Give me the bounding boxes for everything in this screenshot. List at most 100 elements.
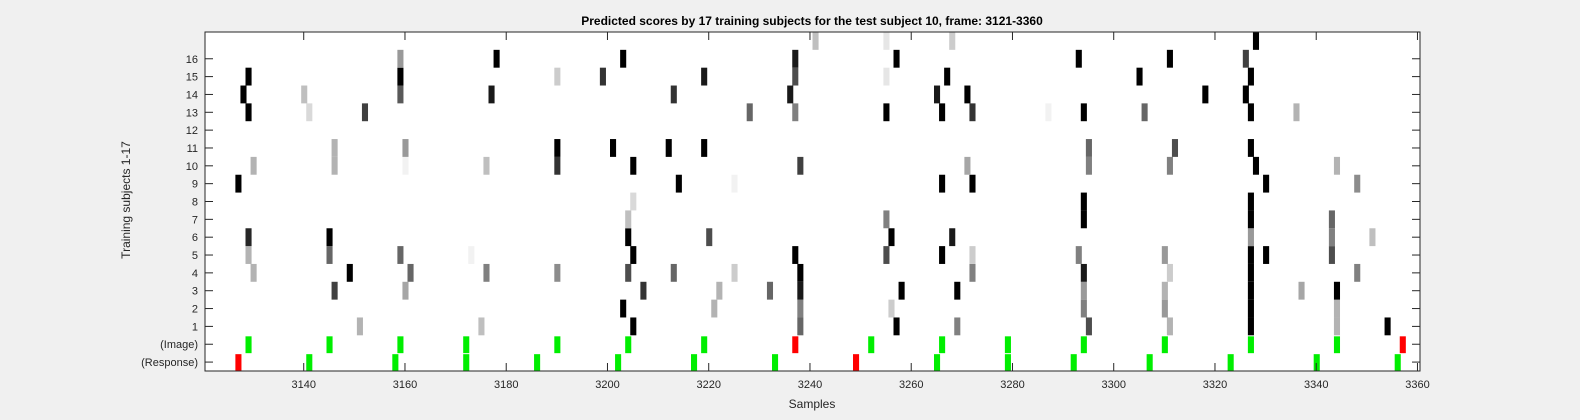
score-cell-row-5 bbox=[1161, 246, 1168, 264]
score-cell-row-6 bbox=[625, 228, 632, 247]
score-cell-row-2 bbox=[888, 299, 895, 318]
score-cell-row-14 bbox=[787, 85, 794, 104]
score-cell-row-17 bbox=[949, 32, 956, 50]
score-cell-row-14 bbox=[670, 85, 677, 104]
score-cell-row-15 bbox=[599, 67, 606, 86]
score-cell-row-10 bbox=[250, 156, 257, 175]
score-cell-row-2 bbox=[1161, 299, 1168, 318]
score-cell-row-13 bbox=[1141, 103, 1148, 122]
score-cell-row-1 bbox=[478, 317, 485, 336]
score-cell-row-16 bbox=[1075, 49, 1082, 68]
score-cell-row-15 bbox=[397, 67, 404, 86]
score-cell-row-4 bbox=[407, 263, 414, 282]
image-event-green bbox=[1247, 336, 1254, 354]
response-event-red bbox=[235, 354, 242, 371]
score-cell-row-9 bbox=[1354, 174, 1361, 193]
score-cell-row-15 bbox=[245, 67, 252, 86]
score-cell-row-5 bbox=[468, 246, 475, 264]
image-event-green bbox=[554, 336, 561, 354]
score-cell-row-7 bbox=[1328, 210, 1335, 229]
score-cell-row-9 bbox=[939, 174, 946, 193]
score-cell-row-15 bbox=[1247, 67, 1254, 86]
x-tick-label: 3140 bbox=[291, 379, 315, 391]
score-cell-row-14 bbox=[934, 85, 941, 104]
score-cell-row-1 bbox=[356, 317, 363, 336]
score-cell-row-11 bbox=[1171, 139, 1179, 157]
score-cell-row-4 bbox=[1247, 263, 1254, 282]
score-cell-row-8 bbox=[1080, 192, 1087, 211]
y-tick-label: 15 bbox=[186, 72, 198, 84]
score-cell-row-15 bbox=[792, 67, 799, 86]
score-cell-row-5 bbox=[939, 246, 946, 264]
score-cell-row-16 bbox=[620, 49, 627, 68]
score-cell-row-9 bbox=[731, 174, 738, 193]
y-tick-label: 1 bbox=[192, 321, 198, 333]
score-cell-row-11 bbox=[610, 139, 617, 157]
image-event-green bbox=[245, 336, 252, 354]
score-cell-row-1 bbox=[954, 317, 961, 336]
score-cell-row-13 bbox=[1247, 103, 1254, 122]
score-cell-row-2 bbox=[797, 299, 804, 318]
response-event-green bbox=[392, 354, 399, 371]
image-event-green bbox=[1161, 336, 1168, 354]
score-cell-row-6 bbox=[706, 228, 713, 247]
score-cell-row-2 bbox=[620, 299, 627, 318]
score-cell-row-10 bbox=[630, 156, 637, 175]
score-cell-row-11 bbox=[331, 139, 338, 157]
image-event-red bbox=[792, 336, 799, 354]
score-cell-row-14 bbox=[240, 85, 247, 104]
image-event-green bbox=[625, 336, 632, 354]
x-tick-label: 3320 bbox=[1203, 379, 1227, 391]
score-cell-row-13 bbox=[969, 103, 976, 122]
score-cell-row-4 bbox=[731, 263, 738, 282]
x-tick-label: 3160 bbox=[393, 379, 417, 391]
x-tick-label: 3220 bbox=[696, 379, 720, 391]
score-cell-row-6 bbox=[326, 228, 333, 247]
score-cell-row-3 bbox=[898, 281, 905, 300]
score-cell-row-5 bbox=[1263, 246, 1270, 264]
score-cell-row-16 bbox=[493, 49, 500, 68]
score-cell-row-5 bbox=[792, 246, 799, 264]
image-event-green bbox=[1080, 336, 1087, 354]
score-cell-row-3 bbox=[797, 281, 804, 300]
response-event-green bbox=[463, 354, 470, 371]
score-cell-row-6 bbox=[1369, 228, 1376, 247]
score-cell-row-14 bbox=[1242, 85, 1249, 104]
score-cell-row-15 bbox=[883, 67, 890, 86]
x-tick-label: 3340 bbox=[1304, 379, 1328, 391]
score-cell-row-1 bbox=[1333, 317, 1341, 336]
score-cell-row-7 bbox=[625, 210, 632, 229]
score-cell-row-16 bbox=[397, 49, 404, 68]
score-cell-row-8 bbox=[1247, 192, 1254, 211]
image-event-green bbox=[868, 336, 875, 354]
y-tick-label: 6 bbox=[192, 232, 198, 244]
score-cell-row-5 bbox=[397, 246, 404, 264]
image-event-green bbox=[326, 336, 333, 354]
score-cell-row-9 bbox=[235, 174, 242, 193]
score-cell-row-16 bbox=[893, 49, 900, 68]
score-cell-row-10 bbox=[1085, 156, 1092, 175]
score-cell-row-5 bbox=[1328, 246, 1335, 264]
score-cell-row-7 bbox=[1247, 210, 1254, 229]
score-cell-row-10 bbox=[554, 156, 561, 175]
score-cell-row-5 bbox=[969, 246, 976, 264]
response-event-green bbox=[615, 354, 622, 371]
response-event-green bbox=[934, 354, 941, 371]
score-cell-row-17 bbox=[812, 32, 819, 50]
y-tick-label: 12 bbox=[186, 125, 198, 137]
score-cell-row-4 bbox=[670, 263, 677, 282]
y-tick-label: 9 bbox=[192, 179, 198, 191]
image-event-green bbox=[1004, 336, 1011, 354]
score-cell-row-10 bbox=[483, 156, 490, 175]
score-cell-row-2 bbox=[1333, 299, 1341, 318]
image-event-red bbox=[1399, 336, 1406, 354]
response-event-green bbox=[1227, 354, 1234, 371]
score-cell-row-5 bbox=[245, 246, 252, 264]
y-tick-label: 13 bbox=[186, 107, 198, 119]
score-marks bbox=[235, 32, 1406, 371]
score-cell-row-11 bbox=[402, 139, 409, 157]
score-cell-row-14 bbox=[397, 85, 404, 104]
y-tick-label: 5 bbox=[192, 250, 198, 262]
score-cell-row-4 bbox=[554, 263, 561, 282]
